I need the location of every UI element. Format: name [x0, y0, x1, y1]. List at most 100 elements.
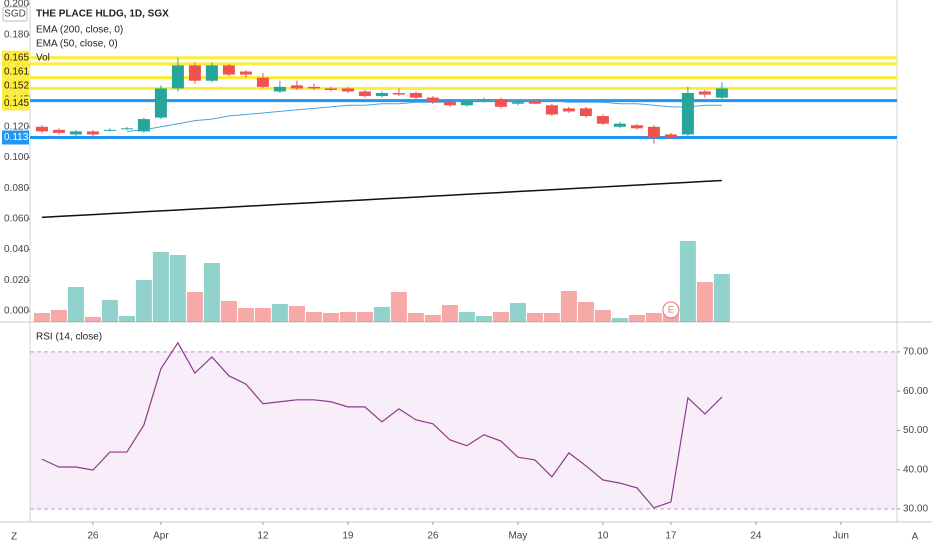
level-label: 0.152 [4, 80, 29, 91]
x-tick-label: 24 [750, 531, 762, 542]
candle-body [341, 88, 354, 92]
candle-body [545, 105, 558, 115]
volume-bar [628, 315, 645, 322]
candle-body [222, 65, 235, 75]
candle-body [528, 100, 541, 104]
rsi-band [30, 351, 897, 510]
level-label-box [2, 50, 29, 65]
volume-bar [339, 312, 356, 322]
candle-body [290, 85, 303, 89]
volume-bar [203, 263, 220, 322]
level-label: 0.113 [4, 132, 29, 143]
y-tick-label: 0.000 [4, 306, 29, 317]
x-tick-label: 10 [597, 531, 609, 542]
volume-bar [560, 291, 577, 322]
candle-body [256, 77, 269, 87]
level-label-box [2, 78, 29, 93]
candle-body [35, 126, 48, 132]
volume-bar [543, 313, 560, 322]
candle-body [137, 119, 150, 132]
level-label-box [2, 130, 29, 145]
candle-body [647, 126, 660, 138]
x-tick-label: 26 [427, 531, 439, 542]
x-tick-label: Jun [833, 531, 849, 542]
rsi-tick-label: 60.00 [903, 386, 928, 397]
event-marker [662, 301, 680, 319]
candle-body [188, 65, 201, 81]
rsi-tick-label: 30.00 [903, 504, 928, 515]
candle-body [103, 129, 116, 131]
volume-bar [713, 274, 730, 322]
y-tick-label: 0.080 [4, 183, 29, 194]
x-tick-label: 19 [342, 531, 354, 542]
volume-bar [424, 315, 441, 322]
y-tick-label: 0.060 [4, 214, 29, 225]
volume-bar [101, 300, 118, 322]
volume-bar [458, 312, 475, 322]
candle-body [477, 99, 490, 101]
candle-body [358, 91, 371, 97]
candle-body [239, 71, 252, 75]
volume-bar [84, 317, 101, 322]
level-label: 0.161 [4, 66, 29, 77]
volume-bar [696, 282, 713, 322]
rsi-line [41, 341, 723, 509]
candle-body [562, 108, 575, 112]
candle-body [494, 99, 507, 107]
corner-right[interactable]: A [912, 532, 919, 543]
volume-bar [33, 313, 50, 322]
candle-body [86, 131, 99, 135]
volume-bar [441, 305, 458, 322]
volume-bar [645, 313, 662, 322]
candle-body [52, 129, 65, 133]
candle-body [443, 102, 456, 106]
y-tick-label: 0.100 [4, 152, 29, 163]
volume-bar [475, 316, 492, 322]
currency-box [2, 6, 28, 22]
volume-bar [611, 318, 628, 322]
chart-title: THE PLACE HLDG, 1D, SGX [36, 9, 169, 20]
volume-bar [509, 303, 526, 322]
candle-body [392, 93, 405, 95]
candle-body [120, 128, 133, 130]
volume-bar [322, 313, 339, 322]
volume-bar [373, 307, 390, 322]
volume-bar [254, 308, 271, 322]
volume-bar [220, 301, 237, 322]
x-tick-label: 12 [257, 531, 269, 542]
candle-body [409, 93, 422, 98]
volume-bar [152, 252, 169, 322]
volume-bar [169, 255, 186, 322]
x-tick-label: 17 [665, 531, 677, 542]
candle-body [324, 88, 337, 90]
marks: 0.2000.1800.1600.1400.1200.1000.0800.060… [2, 0, 928, 542]
y-tick-label: 0.120 [4, 121, 29, 132]
level-label-box [2, 64, 29, 79]
volume-bar [50, 310, 67, 322]
rsi-tick-label: 70.00 [903, 347, 928, 358]
rsi-tick-label: 40.00 [903, 464, 928, 475]
x-tick-label: Apr [153, 531, 169, 542]
legend-volume: Vol [36, 53, 50, 64]
candle-body [426, 97, 439, 103]
candle-body [698, 91, 711, 95]
legend-ema50: EMA (50, close, 0) [36, 39, 118, 50]
volume-bar [135, 280, 152, 322]
candle-body [307, 86, 320, 89]
volume-bar [67, 287, 84, 322]
volume-bar [407, 313, 424, 322]
candle-body [664, 134, 677, 138]
candle-body [375, 93, 388, 97]
ema-line [41, 179, 722, 219]
rsi-tick-label: 50.00 [903, 425, 928, 436]
volume-bar [186, 292, 203, 322]
volume-bar [526, 313, 543, 322]
currency: SGD [4, 9, 26, 20]
volume-bar [356, 312, 373, 322]
candle-body [273, 86, 286, 92]
candle-body [460, 100, 473, 106]
last-price-box [2, 96, 29, 111]
corner-left[interactable]: Z [11, 532, 17, 543]
candle-body [205, 65, 218, 81]
